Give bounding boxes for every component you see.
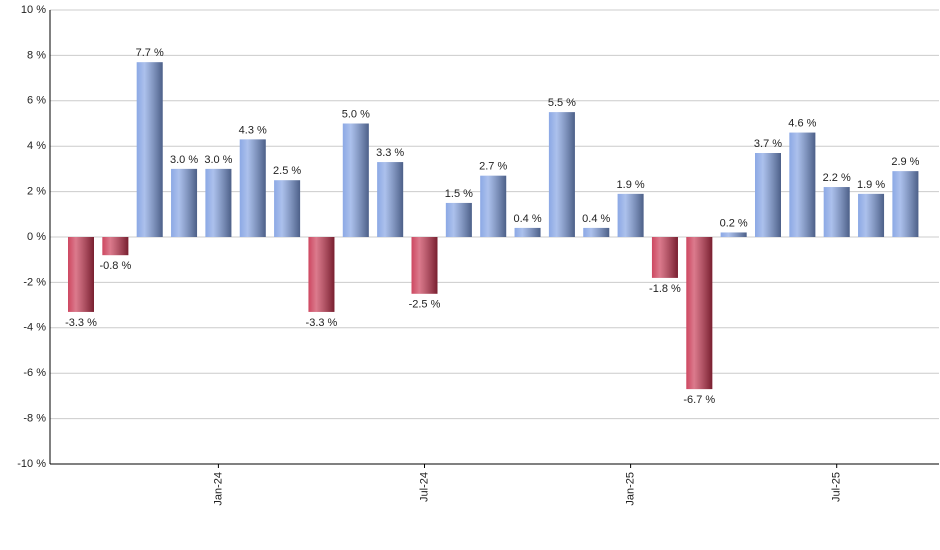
value-label: 1.5 % (445, 188, 473, 200)
bar-shade (308, 237, 335, 312)
bar-shade (171, 168, 198, 237)
bar-shade (239, 139, 266, 237)
bar-shade (686, 237, 713, 390)
y-tick-label: 0 % (27, 231, 46, 243)
value-label: 5.5 % (548, 97, 576, 109)
value-label: 0.4 % (582, 213, 610, 225)
value-label: 3.3 % (376, 147, 404, 159)
bar-shade (858, 193, 885, 237)
y-tick-label: -2 % (23, 276, 46, 288)
value-label: 2.2 % (823, 172, 851, 184)
bar-shade (789, 132, 816, 237)
bar-shade (583, 227, 610, 237)
bar-shade (823, 187, 850, 237)
bar-shade (445, 202, 472, 237)
bar-shade (548, 112, 575, 237)
bar-shade (617, 193, 644, 237)
x-tick-label: Jan-25 (625, 472, 637, 506)
bar-shade (274, 180, 301, 237)
x-tick-label: Jul-24 (418, 472, 430, 502)
value-label: 4.3 % (239, 124, 267, 136)
y-tick-label: 8 % (27, 49, 46, 61)
bar-shade (892, 171, 919, 237)
bar-shade (377, 162, 404, 237)
y-tick-label: -6 % (23, 367, 46, 379)
value-label: 1.9 % (857, 179, 885, 191)
bar-shade (651, 237, 678, 278)
bar-shade (102, 237, 129, 256)
value-label: 7.7 % (136, 47, 164, 59)
value-label: 2.9 % (891, 156, 919, 168)
value-label: -3.3 % (306, 317, 338, 329)
value-label: 3.0 % (170, 154, 198, 166)
bar-shade (68, 237, 94, 312)
value-label: -1.8 % (649, 283, 681, 295)
bar-shade (755, 153, 781, 237)
bar-shade (205, 168, 232, 237)
value-label: 1.9 % (617, 179, 645, 191)
y-tick-label: -4 % (23, 322, 46, 334)
value-label: 0.4 % (513, 213, 541, 225)
value-label: 0.2 % (720, 217, 748, 229)
value-label: 2.7 % (479, 161, 507, 173)
bar-shade (411, 237, 438, 294)
y-tick-label: -10 % (17, 458, 46, 470)
bar-shade (136, 62, 163, 238)
value-label: 2.5 % (273, 165, 301, 177)
bar-shade (342, 123, 369, 237)
y-tick-label: 10 % (21, 4, 46, 16)
y-tick-label: -8 % (23, 413, 46, 425)
bar-shade (514, 227, 541, 237)
bar-shade (720, 232, 747, 237)
value-label: -6.7 % (683, 394, 715, 406)
value-label: 4.6 % (788, 117, 816, 129)
value-label: 3.0 % (204, 154, 232, 166)
value-label: -3.3 % (65, 317, 97, 329)
x-tick-label: Jul-25 (831, 472, 843, 502)
bar-shade (480, 175, 507, 237)
x-tick-label: Jan-24 (212, 472, 224, 506)
y-tick-label: 2 % (27, 186, 46, 198)
value-label: -0.8 % (99, 260, 131, 272)
value-label: 3.7 % (754, 138, 782, 150)
value-label: 5.0 % (342, 108, 370, 120)
value-label: -2.5 % (409, 299, 441, 311)
y-tick-label: 6 % (27, 95, 46, 107)
y-tick-label: 4 % (27, 140, 46, 152)
